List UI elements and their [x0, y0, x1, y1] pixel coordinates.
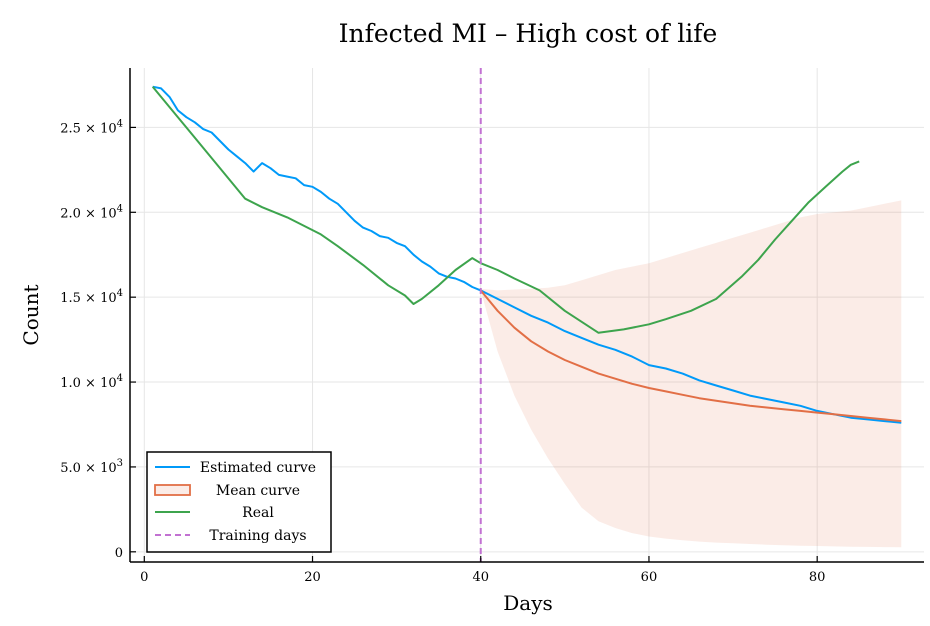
legend-real-label: Real	[242, 505, 274, 521]
x-tick-label-1: 20	[304, 570, 321, 585]
legend: Estimated curve Mean curve Real Training da…	[146, 451, 332, 553]
x-tick-label-4: 80	[809, 570, 826, 585]
x-tick-label-3: 60	[641, 570, 658, 585]
y-tick-label-4: 2.0 × 104	[60, 203, 123, 221]
legend-estimated-curve-label: Estimated curve	[200, 460, 316, 476]
x-axis-title: Days	[503, 591, 553, 615]
y-tick-label-5: 2.5 × 104	[60, 118, 123, 136]
mean-curve-band	[480, 200, 902, 548]
real-line	[151, 86, 860, 334]
y-tick-label-3: 1.5 × 104	[60, 288, 123, 306]
estimated-curve-line	[152, 85, 902, 424]
y-tick-label-2: 1.0 × 104	[60, 373, 123, 391]
chart-title: Infected MI – High cost of life	[339, 19, 718, 48]
x-tick-label-0: 0	[140, 570, 148, 585]
legend-mean-curve-swatch	[154, 484, 191, 496]
y-axis-title: Count	[19, 284, 43, 345]
y-ticks: 0 5.0 × 103 1.0 × 104 1.5 × 104 2.0 × 104 2.5…	[60, 118, 136, 561]
legend-training-days-label: Training days	[209, 528, 306, 544]
mean-curve-line	[479, 289, 902, 423]
band-layer	[480, 200, 902, 548]
x-tick-label-2: 40	[472, 570, 489, 585]
y-tick-label-1: 5.0 × 103	[60, 458, 123, 476]
legend-mean-curve-label: Mean curve	[216, 483, 300, 499]
series-layer	[151, 68, 902, 562]
y-tick-label-0: 0	[115, 546, 123, 561]
x-ticks: 0 20 40 60 80	[140, 556, 825, 585]
